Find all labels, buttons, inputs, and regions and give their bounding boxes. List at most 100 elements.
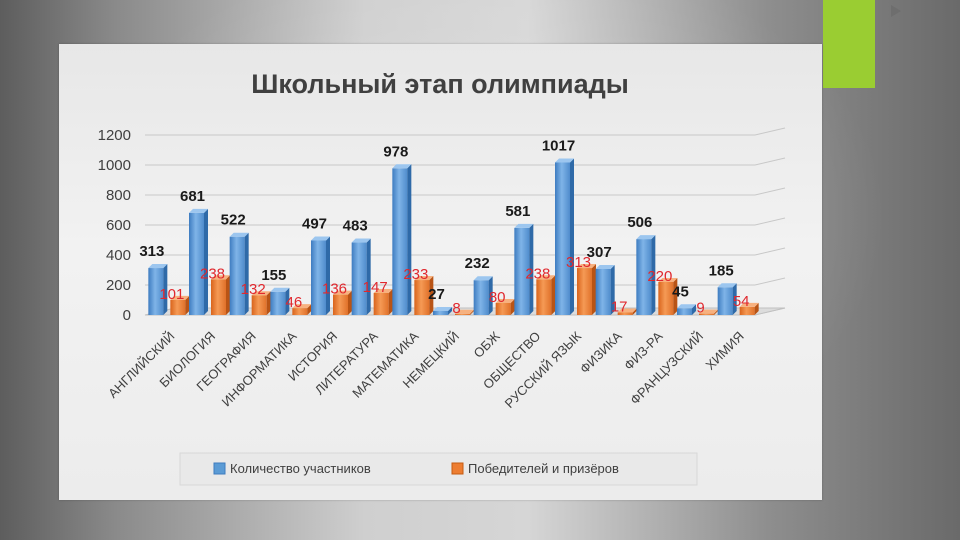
next-slide-arrow-icon[interactable] — [891, 5, 901, 17]
bar-top — [617, 308, 637, 313]
bar-top — [148, 264, 168, 269]
bars — [148, 158, 759, 315]
bar-side — [429, 276, 434, 315]
bar-side — [592, 264, 596, 315]
bar-side — [326, 236, 330, 315]
bar-side — [266, 291, 271, 315]
bar-participants — [677, 304, 696, 315]
bar-side — [185, 295, 190, 315]
bar-front — [514, 227, 530, 315]
bar-winners — [495, 299, 515, 315]
data-label-winners: 101 — [159, 286, 184, 303]
bar-top — [717, 283, 737, 288]
data-label-winners: 46 — [285, 294, 302, 311]
bar-winners — [292, 304, 312, 315]
bar-participants — [595, 264, 615, 315]
bar-top — [555, 158, 574, 163]
legend: Количество участников Победителей и приз… — [179, 452, 698, 486]
bar-participants — [717, 283, 737, 315]
bar-side — [470, 309, 474, 315]
bar-front — [189, 212, 204, 315]
y-axis-ticks: 0 200 400 600 800 1000 1200 — [98, 127, 131, 324]
bar-side — [204, 208, 208, 315]
data-label-winners: 8 — [452, 300, 460, 317]
bar-front — [414, 280, 430, 315]
bar-winners — [211, 275, 230, 315]
bar-side — [673, 278, 678, 315]
bar-front — [433, 310, 448, 315]
bar-front — [595, 268, 611, 315]
legend-swatch-participants — [213, 462, 226, 475]
bar-top — [536, 275, 556, 280]
bar-front — [739, 306, 755, 315]
y-tick-label: 1000 — [98, 157, 131, 174]
data-label-winners: 238 — [200, 265, 225, 282]
bar-top — [739, 302, 759, 307]
bar-side — [366, 238, 371, 315]
bar-side — [510, 299, 515, 315]
bar-front — [473, 280, 489, 315]
bar-participants — [392, 164, 412, 315]
bar-front — [229, 236, 245, 315]
bar-winners — [739, 302, 759, 315]
bar-top — [229, 232, 249, 237]
bar-side — [407, 164, 412, 315]
y-tick-label: 200 — [106, 277, 131, 294]
legend-box — [179, 452, 698, 486]
bar-top — [333, 290, 352, 295]
chart-title: Школьный этап олимпиады — [251, 69, 629, 99]
bar-front — [658, 282, 674, 315]
data-label-winners: 9 — [696, 300, 704, 317]
x-tick-label: РУССКИЙ ЯЗЫК — [502, 328, 585, 411]
x-axis-ticks: АНГЛИЙСКИЙБИОЛОГИЯГЕОГРАФИЯИНФОРМАТИКАИС… — [105, 328, 747, 411]
data-label-winners: 238 — [525, 265, 550, 282]
bar-top — [636, 235, 656, 240]
y-tick-label: 0 — [123, 307, 131, 324]
data-label-winners: 220 — [647, 268, 672, 285]
data-label-participants: 681 — [180, 188, 205, 205]
gridline-depth — [754, 127, 786, 136]
bar-top — [170, 295, 190, 300]
bar-participants — [189, 208, 208, 315]
data-label-participants: 1017 — [542, 137, 575, 154]
data-label-winners: 54 — [733, 293, 750, 310]
bar-top — [311, 236, 330, 241]
bar-participants — [311, 236, 330, 315]
data-label-participants: 185 — [709, 262, 734, 279]
x-tick-label: ФИЗИКА — [577, 328, 625, 376]
bar-side — [732, 283, 737, 315]
bar-winners — [455, 309, 474, 315]
bar-side — [448, 306, 452, 315]
bar-front — [392, 168, 408, 315]
bar-side — [244, 232, 249, 315]
bar-front — [636, 239, 652, 315]
bar-top — [658, 278, 678, 282]
bar-top — [595, 264, 615, 269]
bar-front — [699, 313, 714, 315]
bar-front — [148, 268, 164, 315]
bar-front — [251, 295, 267, 315]
bar-side — [285, 287, 290, 315]
bar-top — [577, 264, 596, 269]
bar-top — [455, 309, 474, 314]
gridline-depth — [754, 157, 786, 166]
bar-participants — [433, 306, 452, 315]
y-tick-label: 800 — [106, 187, 131, 204]
data-label-winners: 17 — [611, 298, 628, 315]
bar-side — [348, 290, 352, 315]
legend-label-participants: Количество участников — [230, 461, 371, 476]
bar-front — [333, 294, 348, 315]
bar-side — [610, 264, 615, 315]
data-label-participants: 581 — [505, 203, 530, 220]
bar-front — [717, 287, 733, 315]
data-label-participants: 307 — [587, 244, 612, 261]
bar-side — [163, 264, 168, 315]
bar-front — [211, 279, 226, 315]
bar-top — [392, 164, 412, 169]
chart-panel — [59, 44, 822, 500]
bar-side — [388, 288, 393, 315]
bar-side — [651, 235, 656, 315]
bar-winners — [658, 278, 678, 315]
